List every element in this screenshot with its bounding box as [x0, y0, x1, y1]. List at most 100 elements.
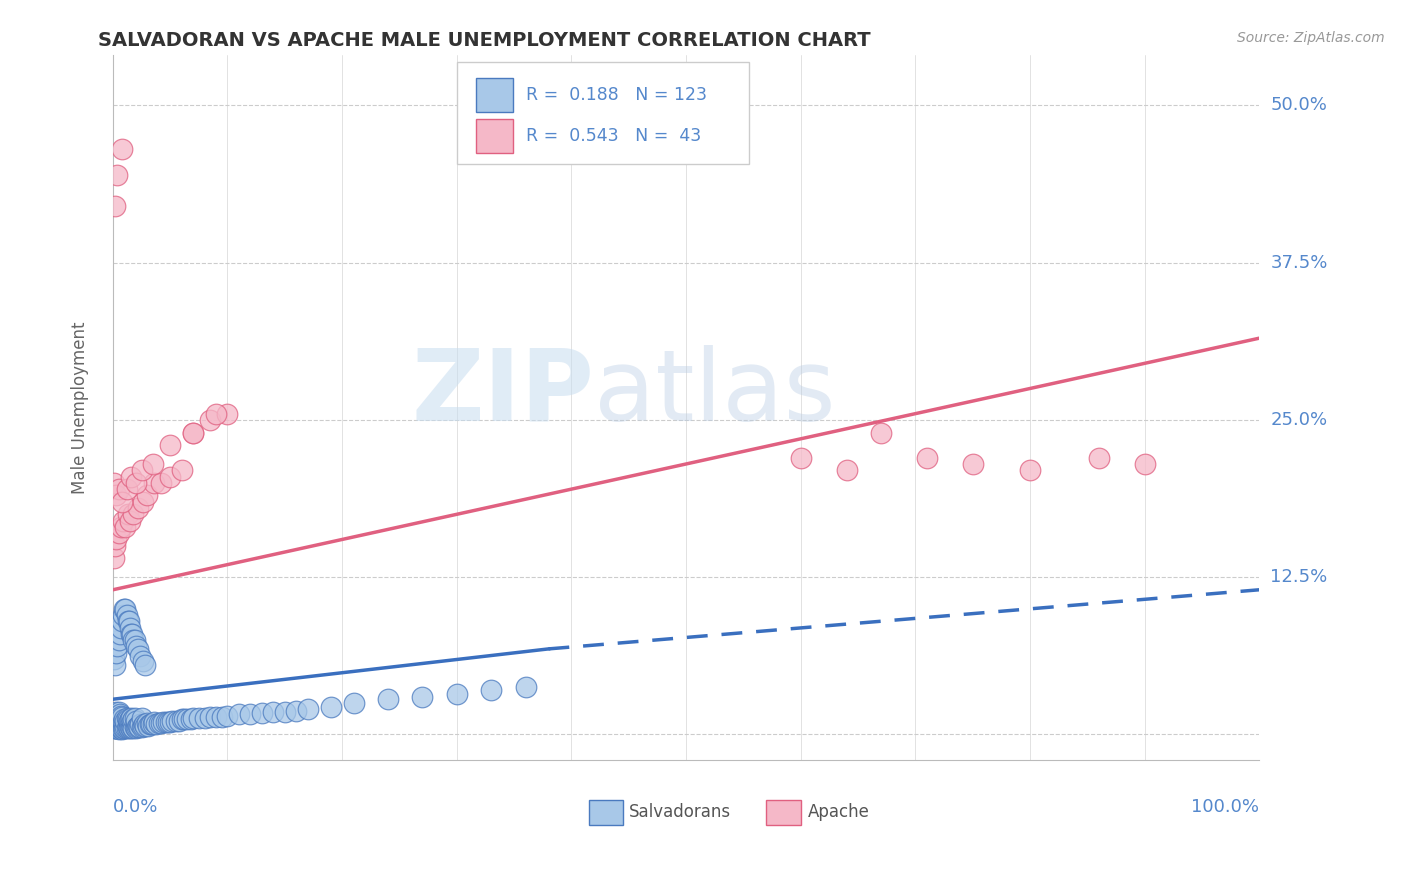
Text: 37.5%: 37.5%	[1271, 253, 1327, 272]
Point	[117, 712, 139, 726]
Point	[205, 710, 228, 724]
Point	[103, 721, 125, 735]
Point	[122, 633, 145, 648]
Point	[117, 720, 139, 734]
Text: Salvadorans: Salvadorans	[628, 804, 731, 822]
Point	[159, 438, 181, 452]
Point	[103, 475, 125, 490]
Point	[107, 633, 129, 648]
Point	[115, 711, 138, 725]
Point	[915, 450, 938, 465]
Point	[150, 716, 173, 731]
Point	[117, 614, 139, 628]
Point	[297, 702, 319, 716]
Point	[105, 717, 128, 731]
Point	[103, 714, 125, 729]
Point	[107, 705, 129, 719]
Point	[446, 687, 468, 701]
Point	[103, 652, 125, 666]
Text: 100.0%: 100.0%	[1191, 798, 1260, 816]
Point	[104, 199, 127, 213]
Point	[156, 714, 179, 729]
Point	[142, 457, 165, 471]
Point	[131, 720, 153, 734]
Point	[104, 658, 127, 673]
Point	[250, 706, 273, 720]
Point	[835, 463, 858, 477]
Point	[120, 721, 142, 735]
Point	[107, 714, 129, 729]
Point	[131, 711, 153, 725]
Point	[139, 717, 162, 731]
Point	[120, 627, 142, 641]
Point	[129, 649, 152, 664]
Point	[200, 710, 222, 724]
Point	[159, 469, 181, 483]
Point	[169, 714, 191, 728]
Point	[118, 614, 141, 628]
Point	[125, 475, 148, 490]
Point	[262, 705, 284, 719]
Text: SALVADORAN VS APACHE MALE UNEMPLOYMENT CORRELATION CHART: SALVADORAN VS APACHE MALE UNEMPLOYMENT C…	[98, 31, 872, 50]
Point	[118, 720, 141, 734]
Text: ZIP: ZIP	[412, 345, 595, 442]
Point	[115, 721, 138, 735]
Point	[125, 714, 148, 728]
Point	[114, 520, 136, 534]
Point	[211, 710, 233, 724]
Point	[165, 714, 187, 728]
Point	[121, 720, 143, 734]
Point	[122, 712, 145, 726]
Point	[110, 520, 132, 534]
Y-axis label: Male Unemployment: Male Unemployment	[72, 321, 89, 493]
Point	[104, 539, 127, 553]
Point	[125, 640, 148, 654]
Point	[111, 614, 134, 628]
Point	[228, 707, 250, 722]
Point	[120, 469, 142, 483]
Text: atlas: atlas	[595, 345, 837, 442]
Point	[187, 711, 209, 725]
Point	[134, 658, 156, 673]
Point	[342, 696, 364, 710]
Point	[962, 457, 984, 471]
Point	[138, 717, 160, 731]
FancyBboxPatch shape	[477, 120, 513, 153]
Text: 0.0%: 0.0%	[112, 798, 159, 816]
Point	[124, 711, 146, 725]
Point	[110, 714, 132, 729]
Point	[789, 450, 811, 465]
Point	[121, 714, 143, 728]
Point	[143, 475, 166, 490]
Point	[115, 607, 138, 622]
Point	[136, 488, 159, 502]
Point	[131, 463, 153, 477]
Point	[111, 143, 134, 157]
Text: R =  0.543   N =  43: R = 0.543 N = 43	[526, 128, 700, 145]
Point	[114, 601, 136, 615]
Point	[105, 533, 128, 547]
Point	[143, 714, 166, 729]
Point	[170, 712, 193, 726]
Point	[112, 712, 135, 726]
FancyBboxPatch shape	[766, 800, 800, 825]
Point	[150, 475, 173, 490]
Point	[152, 714, 174, 729]
Point	[120, 711, 142, 725]
Point	[155, 714, 177, 729]
Point	[111, 710, 134, 724]
Point	[111, 494, 134, 508]
Point	[285, 704, 308, 718]
Point	[132, 717, 155, 731]
Point	[118, 712, 141, 726]
Point	[134, 718, 156, 732]
Point	[200, 413, 222, 427]
Point	[131, 655, 153, 669]
Point	[107, 708, 129, 723]
Point	[112, 514, 135, 528]
Point	[181, 711, 204, 725]
Point	[112, 607, 135, 622]
Text: 50.0%: 50.0%	[1271, 96, 1327, 114]
Point	[115, 482, 138, 496]
Text: Source: ZipAtlas.com: Source: ZipAtlas.com	[1237, 31, 1385, 45]
